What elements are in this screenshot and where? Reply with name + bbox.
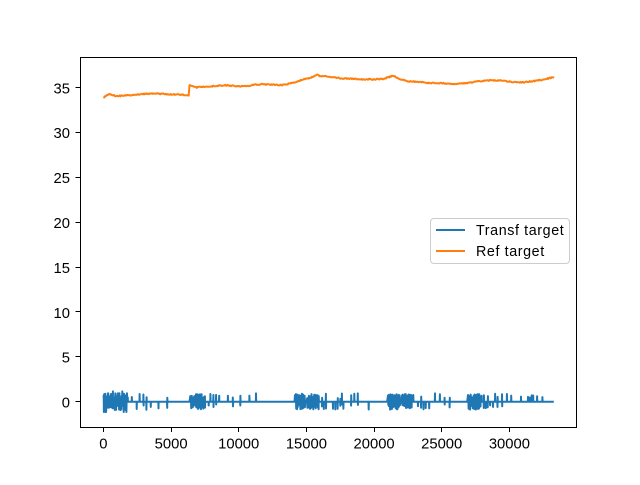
svg-text:5000: 5000 (155, 437, 188, 453)
svg-text:15000: 15000 (286, 437, 327, 453)
svg-text:0: 0 (99, 437, 107, 453)
svg-text:25000: 25000 (421, 437, 462, 453)
svg-text:Ref target: Ref target (476, 244, 545, 260)
svg-text:30: 30 (54, 126, 70, 142)
svg-text:35: 35 (54, 81, 70, 97)
svg-text:Transf target: Transf target (476, 223, 564, 239)
svg-text:30000: 30000 (489, 437, 530, 453)
svg-text:25: 25 (54, 171, 70, 187)
svg-text:20: 20 (54, 216, 70, 232)
svg-text:20000: 20000 (354, 437, 395, 453)
svg-text:0: 0 (62, 396, 70, 412)
svg-text:15: 15 (54, 261, 70, 277)
svg-text:5: 5 (62, 351, 70, 367)
svg-text:10: 10 (54, 306, 70, 322)
svg-text:10000: 10000 (218, 437, 259, 453)
